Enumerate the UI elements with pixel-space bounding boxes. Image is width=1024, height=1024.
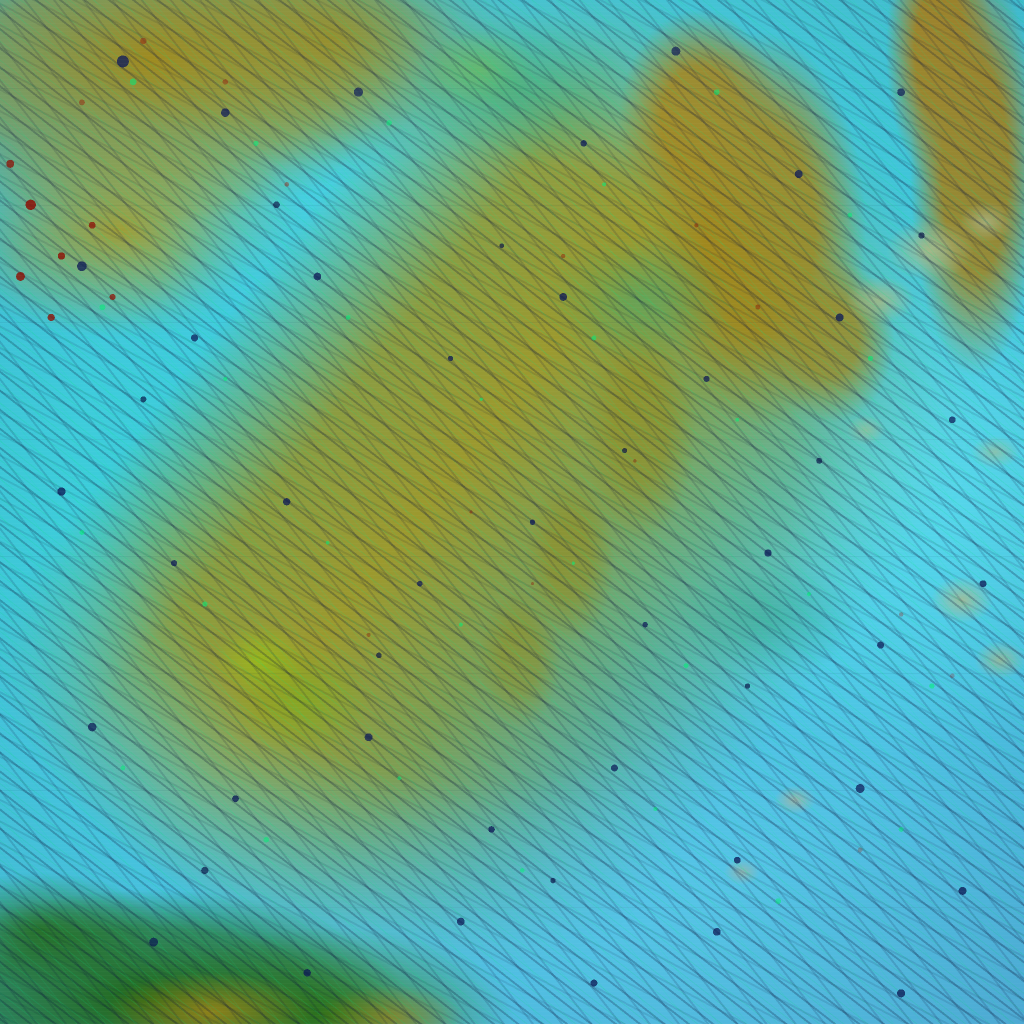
sensor-swath-seam-layer	[0, 0, 1024, 1024]
sensor-scanline-layer	[0, 0, 1024, 1024]
dark-red-speckle-layer	[0, 0, 1024, 1024]
atmospheric-tone-layer	[0, 0, 1024, 1024]
terrain-raster-viewport: False-color digital elevation / hillshad…	[0, 0, 1024, 1024]
